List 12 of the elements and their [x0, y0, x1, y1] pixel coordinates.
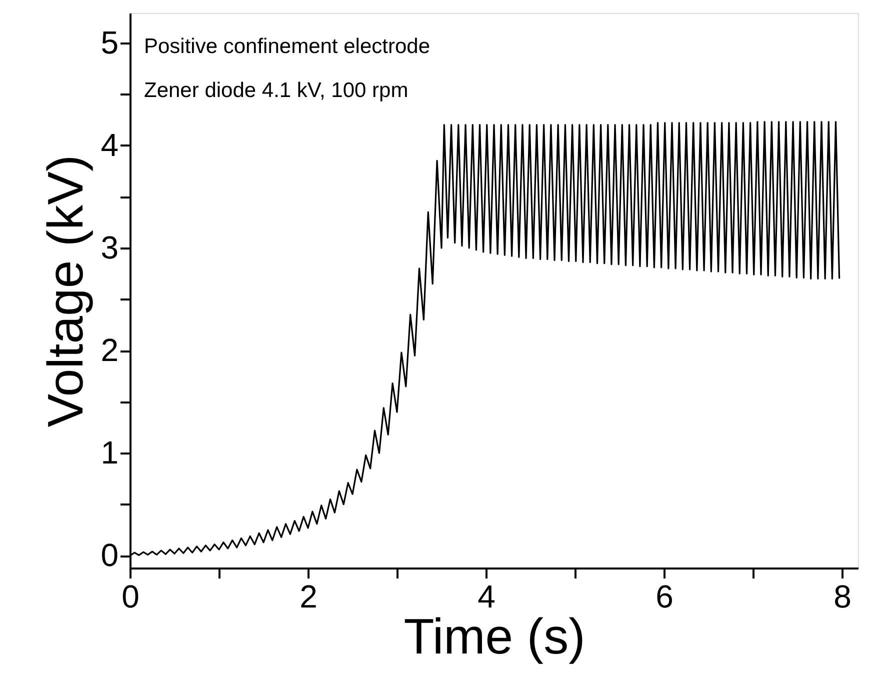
y-tick-label: 0: [100, 537, 118, 574]
y-tick-label: 5: [100, 24, 118, 60]
x-tick-label: 6: [656, 578, 674, 614]
x-tick-label: 2: [300, 578, 318, 614]
annotation: Positive confinement electrode: [144, 35, 430, 58]
x-tick-label: 8: [834, 578, 852, 614]
y-tick-label: 1: [100, 434, 118, 471]
y-axis-title: Voltage (kV): [38, 154, 94, 428]
y-tick-label: 4: [100, 126, 118, 163]
annotation: Zener diode 4.1 kV, 100 rpm: [144, 79, 408, 102]
y-tick-label: 2: [100, 332, 118, 368]
y-tick-label: 3: [100, 229, 118, 266]
